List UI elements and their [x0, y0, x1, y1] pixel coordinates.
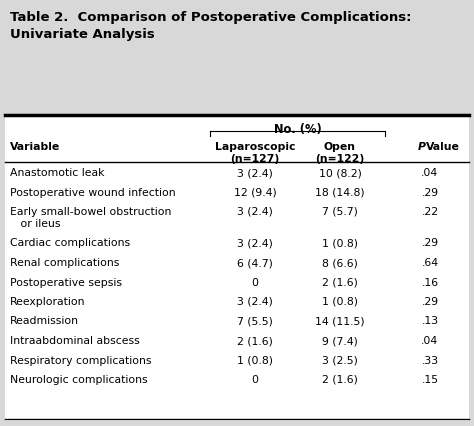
Text: 0: 0	[252, 277, 258, 288]
Text: Laparoscopic
(n=127): Laparoscopic (n=127)	[215, 142, 295, 164]
Text: .22: .22	[421, 207, 438, 217]
Text: 12 (9.4): 12 (9.4)	[234, 187, 276, 198]
Text: 7 (5.5): 7 (5.5)	[237, 317, 273, 326]
Text: .29: .29	[421, 187, 438, 198]
Text: .04: .04	[421, 168, 438, 178]
Text: 3 (2.4): 3 (2.4)	[237, 207, 273, 217]
Text: .04: .04	[421, 336, 438, 346]
Text: .33: .33	[421, 356, 438, 366]
Text: Early small-bowel obstruction
   or ileus: Early small-bowel obstruction or ileus	[10, 207, 172, 229]
Text: Neurologic complications: Neurologic complications	[10, 375, 147, 385]
Text: .29: .29	[421, 297, 438, 307]
Text: 1 (0.8): 1 (0.8)	[322, 239, 358, 248]
Text: 3 (2.5): 3 (2.5)	[322, 356, 358, 366]
Text: .29: .29	[421, 239, 438, 248]
Text: Anastomotic leak: Anastomotic leak	[10, 168, 104, 178]
Text: 3 (2.4): 3 (2.4)	[237, 297, 273, 307]
Text: 2 (1.6): 2 (1.6)	[322, 277, 358, 288]
Text: 8 (6.6): 8 (6.6)	[322, 258, 358, 268]
Text: 1 (0.8): 1 (0.8)	[237, 356, 273, 366]
Text: Open
(n=122): Open (n=122)	[315, 142, 365, 164]
Text: 1 (0.8): 1 (0.8)	[322, 297, 358, 307]
Text: Cardiac complications: Cardiac complications	[10, 239, 130, 248]
Text: Respiratory complications: Respiratory complications	[10, 356, 152, 366]
Text: 9 (7.4): 9 (7.4)	[322, 336, 358, 346]
Text: 10 (8.2): 10 (8.2)	[319, 168, 362, 178]
Text: 7 (5.7): 7 (5.7)	[322, 207, 358, 217]
Text: Postoperative wound infection: Postoperative wound infection	[10, 187, 176, 198]
Text: Variable: Variable	[10, 142, 60, 152]
Text: 18 (14.8): 18 (14.8)	[315, 187, 365, 198]
Text: Postoperative sepsis: Postoperative sepsis	[10, 277, 122, 288]
Text: 14 (11.5): 14 (11.5)	[315, 317, 365, 326]
Text: 3 (2.4): 3 (2.4)	[237, 168, 273, 178]
Text: P: P	[418, 142, 426, 152]
Text: Univariate Analysis: Univariate Analysis	[10, 28, 155, 41]
Text: 2 (1.6): 2 (1.6)	[237, 336, 273, 346]
Text: 3 (2.4): 3 (2.4)	[237, 239, 273, 248]
Text: 6 (4.7): 6 (4.7)	[237, 258, 273, 268]
Text: .15: .15	[421, 375, 438, 385]
Text: .16: .16	[421, 277, 438, 288]
Text: 0: 0	[252, 375, 258, 385]
Text: No. (%): No. (%)	[273, 123, 321, 136]
Text: Readmission: Readmission	[10, 317, 79, 326]
Text: 2 (1.6): 2 (1.6)	[322, 375, 358, 385]
Bar	[5, 115, 469, 421]
Text: Renal complications: Renal complications	[10, 258, 119, 268]
Text: .64: .64	[421, 258, 438, 268]
Text: Intraabdominal abscess: Intraabdominal abscess	[10, 336, 140, 346]
Text: Table 2.  Comparison of Postoperative Complications:: Table 2. Comparison of Postoperative Com…	[10, 11, 411, 24]
Text: .13: .13	[421, 317, 438, 326]
Text: Value: Value	[426, 142, 460, 152]
Text: Reexploration: Reexploration	[10, 297, 85, 307]
